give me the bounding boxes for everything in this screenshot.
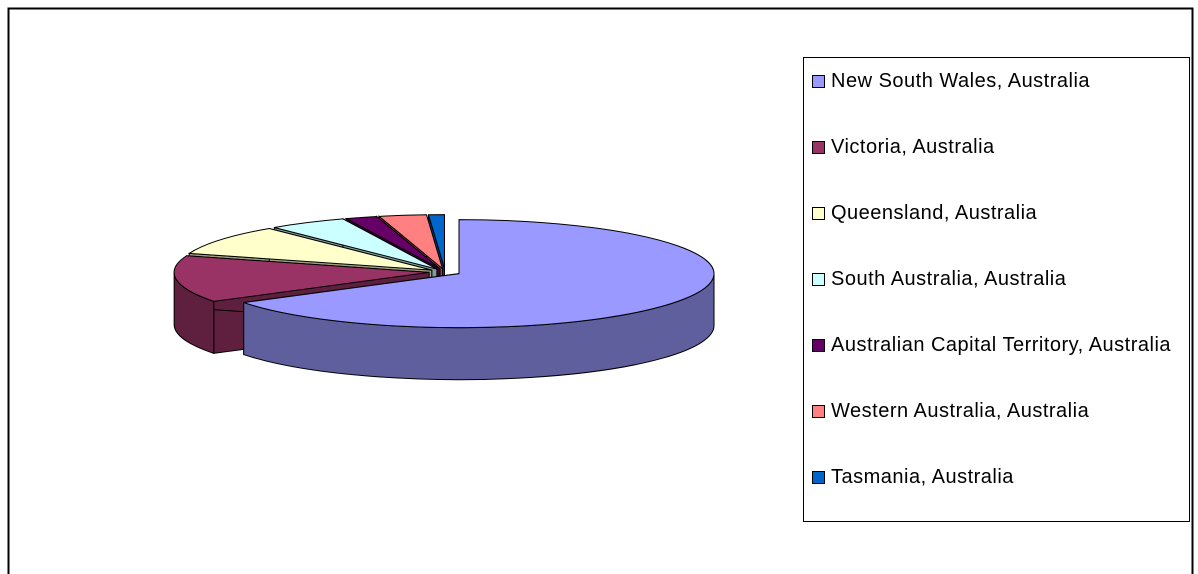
- slice-top: [274, 218, 438, 270]
- legend-item: South Australia, Australia: [812, 266, 1184, 292]
- legend-swatch: [812, 405, 825, 418]
- slice-top: [173, 255, 430, 302]
- legend-swatch: [812, 207, 825, 220]
- legend-item: Western Australia, Australia: [812, 398, 1184, 424]
- legend-item: Queensland, Australia: [812, 200, 1184, 226]
- slice-top: [344, 215, 441, 270]
- slice-top: [243, 219, 715, 329]
- chart-frame: [7, 7, 1194, 574]
- legend-item: New South Wales, Australia: [812, 68, 1184, 94]
- legend-item: Australian Capital Territory, Australia: [812, 332, 1184, 358]
- slice-top: [377, 214, 444, 271]
- legend-swatch: [812, 273, 825, 286]
- legend-item: Tasmania, Australia: [812, 464, 1184, 490]
- legend-swatch: [812, 75, 825, 88]
- legend-label: Western Australia, Australia: [831, 400, 1090, 422]
- legend-label: Queensland, Australia: [831, 202, 1038, 224]
- legend-swatch: [812, 339, 825, 352]
- legend-label: New South Wales, Australia: [831, 70, 1091, 92]
- slice-top: [427, 214, 445, 269]
- legend-label: Tasmania, Australia: [831, 466, 1014, 488]
- legend-label: Victoria, Australia: [831, 136, 995, 158]
- legend-label: South Australia, Australia: [831, 268, 1067, 290]
- slice: [243, 219, 715, 381]
- slice-top: [187, 227, 432, 271]
- legend-label: Australian Capital Territory, Australia: [831, 334, 1172, 356]
- legend-swatch: [812, 141, 825, 154]
- legend-swatch: [812, 471, 825, 484]
- legend-item: Victoria, Australia: [812, 134, 1184, 160]
- legend: New South Wales, Australia Victoria, Aust…: [803, 57, 1190, 522]
